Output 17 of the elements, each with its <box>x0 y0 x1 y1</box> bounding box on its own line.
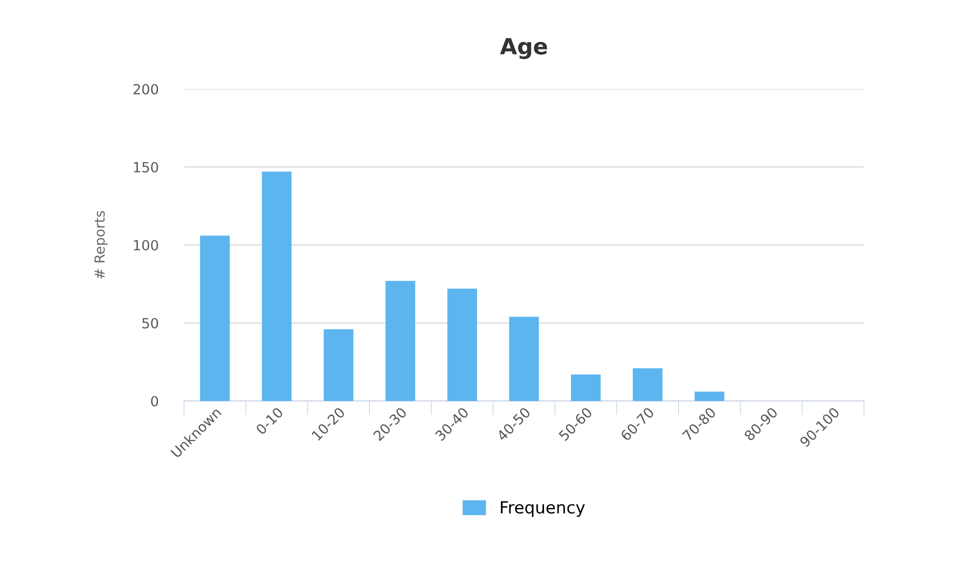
bar <box>262 172 292 401</box>
legend-label: Frequency <box>500 501 585 517</box>
bar <box>200 236 230 401</box>
y-tick-label: 50 <box>142 318 158 328</box>
bar <box>694 392 724 401</box>
y-tick-label: 150 <box>134 162 158 172</box>
bar <box>632 368 662 401</box>
y-tick-label: 100 <box>134 240 158 250</box>
bar <box>324 329 354 401</box>
y-tick-label: 200 <box>134 84 158 94</box>
bar <box>386 280 416 401</box>
bar <box>570 374 601 401</box>
bar <box>509 316 539 401</box>
chart-title: Age <box>500 38 548 60</box>
y-axis-title: # Reports <box>94 211 108 279</box>
y-tick-label: 0 <box>151 396 158 406</box>
bar <box>447 288 478 401</box>
